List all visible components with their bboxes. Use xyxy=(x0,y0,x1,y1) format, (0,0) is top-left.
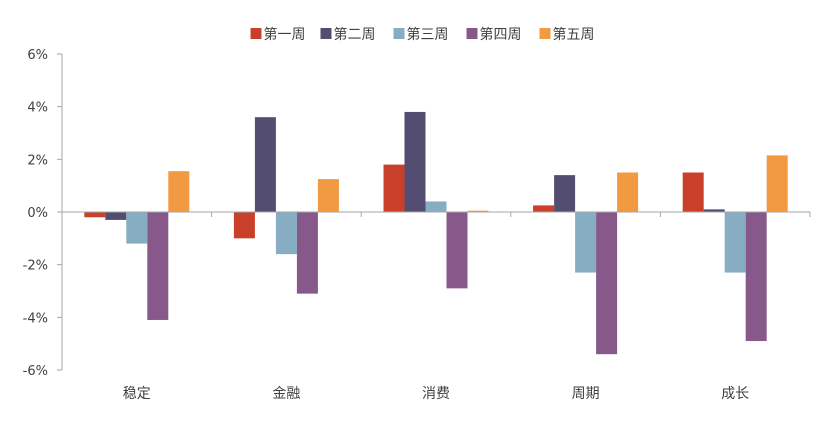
bar-4-3 xyxy=(575,212,597,273)
category-label: 稳定 xyxy=(123,386,151,402)
bars xyxy=(84,111,788,355)
category-label: 金融 xyxy=(272,386,300,402)
bar-3-4 xyxy=(446,212,468,289)
legend-label: 第二周 xyxy=(334,26,376,43)
legend-swatch xyxy=(539,28,551,39)
legend-label: 第五周 xyxy=(553,26,595,43)
bar-1-3 xyxy=(126,212,148,244)
bar-2-1 xyxy=(233,212,255,239)
bar-4-4 xyxy=(596,212,618,355)
y-tick-label: -2% xyxy=(23,259,48,274)
bar-2-2 xyxy=(254,117,276,212)
bar-1-5 xyxy=(168,171,190,212)
x-axis: 稳定 金融 消费 周期 成长 xyxy=(61,211,811,402)
legend: 第一周 第二周 第三周 第四周 第五周 xyxy=(250,26,595,43)
bar-5-4 xyxy=(745,212,767,342)
bar-1-2 xyxy=(105,212,127,220)
y-axis: -6% -4% -2% 0% 2% 4% 6% xyxy=(23,48,63,379)
y-tick-label: -4% xyxy=(23,311,48,326)
bar-3-1 xyxy=(383,164,405,212)
y-tick-label: -6% xyxy=(23,364,48,379)
category-label: 周期 xyxy=(572,386,600,402)
legend-label: 第四周 xyxy=(480,26,522,43)
bar-2-4 xyxy=(296,212,318,294)
legend-swatch xyxy=(250,28,262,39)
bar-2-3 xyxy=(275,212,297,255)
legend-swatch xyxy=(393,28,405,39)
category-label: 消费 xyxy=(422,386,450,402)
y-tick-label: 0% xyxy=(27,206,48,221)
category-label: 成长 xyxy=(721,386,749,402)
bar-4-1 xyxy=(533,205,555,212)
y-tick-label: 6% xyxy=(27,48,48,63)
bar-3-3 xyxy=(425,201,447,212)
bar-1-4 xyxy=(147,212,169,320)
legend-swatch xyxy=(466,28,478,39)
bar-5-5 xyxy=(766,155,788,212)
legend-swatch xyxy=(320,28,332,39)
bar-3-5 xyxy=(467,210,489,212)
legend-label: 第一周 xyxy=(264,26,306,43)
y-tick-label: 2% xyxy=(27,153,48,168)
bar-3-2 xyxy=(404,111,426,212)
bar-2-5 xyxy=(317,179,339,212)
bar-4-5 xyxy=(617,172,639,212)
bar-5-2 xyxy=(703,209,725,212)
bar-5-1 xyxy=(682,172,704,212)
y-tick-label: 4% xyxy=(27,101,48,116)
bar-1-1 xyxy=(84,212,106,218)
legend-label: 第三周 xyxy=(407,26,449,43)
bar-5-3 xyxy=(724,212,746,273)
bar-4-2 xyxy=(554,175,576,212)
